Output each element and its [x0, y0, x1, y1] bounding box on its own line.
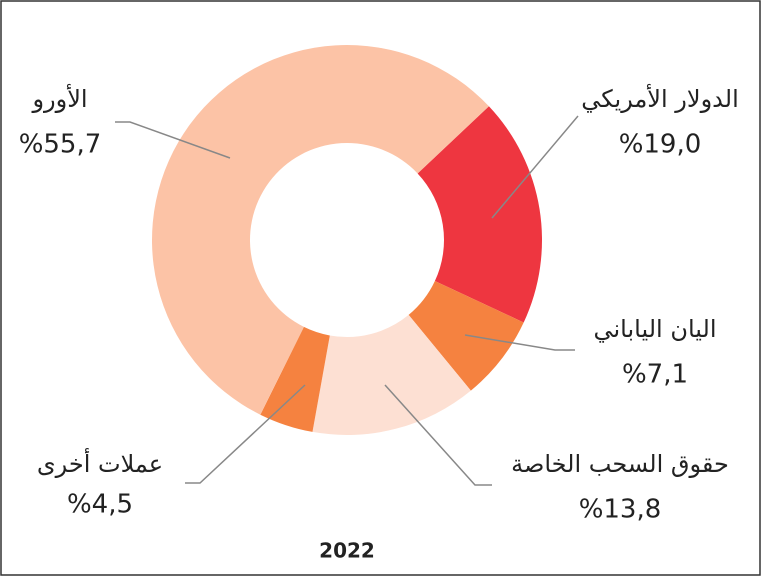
slice-label: الأورو	[31, 84, 87, 113]
donut-segment	[152, 45, 489, 415]
leader-line	[115, 121, 231, 159]
slice-value: %4,5	[67, 490, 133, 520]
slice-label: الدولار الأمريكي	[581, 84, 738, 113]
leader-line	[464, 334, 575, 351]
donut-segment	[417, 106, 542, 323]
slice-label: اليان الياباني	[594, 315, 717, 343]
chart-title: 2022	[319, 539, 375, 563]
slice-label: حقوق السحب الخاصة	[511, 450, 729, 478]
slice-value: %13,8	[579, 495, 662, 525]
slice-label: عملات أخرى	[37, 448, 163, 478]
leader-line	[491, 115, 579, 219]
donut-segment	[260, 326, 330, 432]
slice-value: %55,7	[19, 130, 102, 160]
slice-value: %7,1	[622, 360, 688, 390]
slice-value: %19,0	[619, 130, 702, 160]
donut-segment	[312, 314, 471, 435]
leader-line	[384, 384, 492, 486]
leader-line	[185, 384, 306, 484]
